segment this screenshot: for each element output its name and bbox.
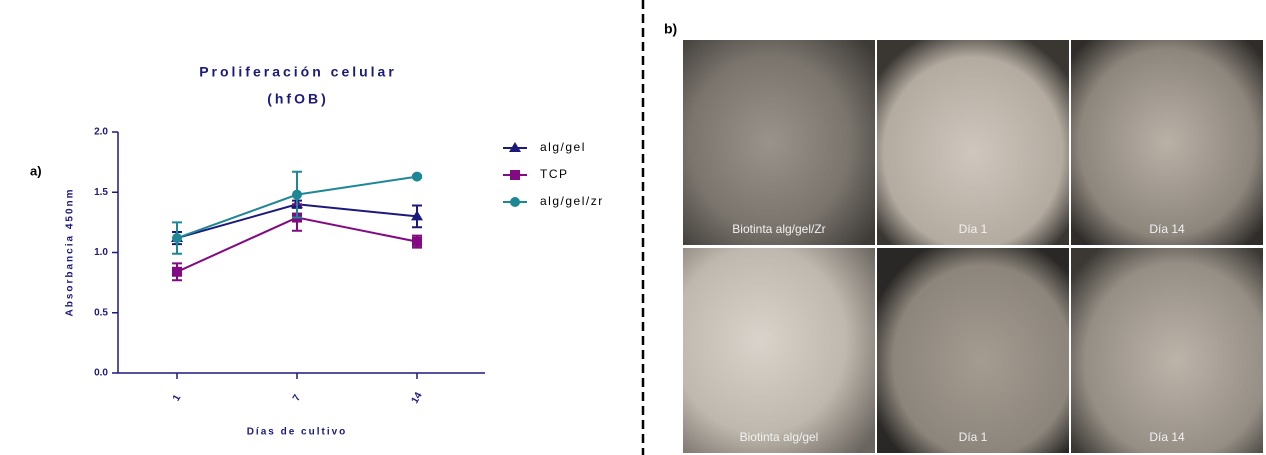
data-point <box>172 267 182 277</box>
y-tick-label: 0.5 <box>94 307 108 318</box>
data-point <box>412 237 422 247</box>
micrograph <box>1071 40 1263 245</box>
image-caption: Día 14 <box>1149 222 1185 236</box>
micrograph <box>877 248 1069 453</box>
data-point <box>292 190 302 200</box>
panel-label: b) <box>664 21 677 37</box>
micrograph <box>877 40 1069 245</box>
image-caption: Día 1 <box>959 222 988 236</box>
micrograph-grid: Biotinta alg/gel/Zr Día 1 Día 14 Biotinta a… <box>683 40 1263 453</box>
data-point <box>412 172 422 182</box>
legend-marker <box>510 197 520 207</box>
legend-label: alg/gel/zr <box>540 194 604 208</box>
y-tick-label: 1.5 <box>94 187 108 198</box>
y-tick-label: 0.0 <box>94 368 108 379</box>
data-point <box>172 233 182 243</box>
x-tick-label: 7 <box>291 393 304 404</box>
y-axis-label: Absorbancia 450nm <box>65 187 76 316</box>
micrograph <box>1071 248 1263 453</box>
figure: a) Proliferación celular (hfOB) Días de … <box>0 0 1266 455</box>
image-caption: Biotinta alg/gel/Zr <box>732 222 825 236</box>
y-tick-label: 2.0 <box>94 127 108 138</box>
image-caption: Día 14 <box>1149 430 1185 444</box>
chart-subtitle: (hfOB) <box>267 91 329 107</box>
x-tick-label: 14 <box>410 390 425 406</box>
legend-marker <box>510 170 520 180</box>
x-tick-label: 1 <box>171 393 184 404</box>
panel-label: a) <box>30 163 42 178</box>
micrograph <box>683 248 875 453</box>
micrograph <box>683 40 875 245</box>
y-tick-label: 1.0 <box>94 247 108 258</box>
image-caption: Día 1 <box>959 430 988 444</box>
x-axis-label: Días de cultivo <box>247 427 348 438</box>
chart-title: Proliferación celular <box>199 64 397 80</box>
legend-label: TCP <box>540 167 569 181</box>
image-caption: Biotinta alg/gel <box>740 430 819 444</box>
legend-label: alg/gel <box>540 140 586 154</box>
